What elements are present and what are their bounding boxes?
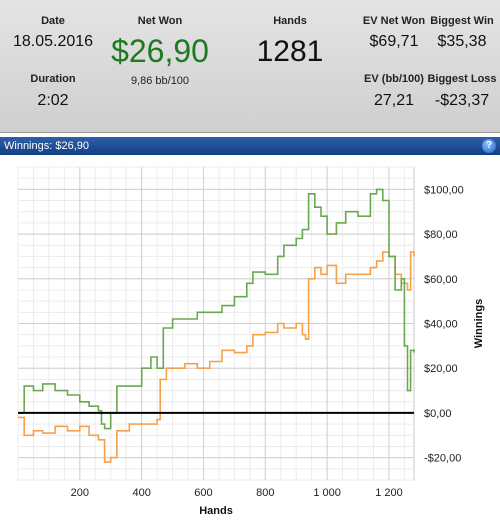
winnings-chart: -$20,00 $0,00 $20,00 $40,00 $60,00 $80,00 $100… bbox=[17, 166, 485, 517]
net-won-rate: 9,86 bb/100 bbox=[130, 75, 190, 87]
x-tick-label: 1 200 bbox=[375, 487, 403, 499]
net-won-value: $26,90 bbox=[111, 33, 209, 69]
date-label: Date bbox=[41, 15, 65, 27]
hands-label: Hands bbox=[273, 15, 307, 27]
winnings-chart-area: -$20,00 $0,00 $20,00 $40,00 $60,00 $80,00 $100… bbox=[0, 155, 500, 520]
x-tick-label: 600 bbox=[194, 487, 212, 499]
net-won-label: Net Won bbox=[137, 15, 183, 27]
y-tick-label: -$20,00 bbox=[424, 453, 461, 465]
y-tick-label: $100,00 bbox=[424, 184, 464, 196]
ev-net-won-label: EV Net Won bbox=[362, 15, 426, 27]
ev-net-won-value: $69,71 bbox=[369, 33, 419, 50]
session-stats-panel: Date 18.05.2016 Duration 2:02 Net Won $2… bbox=[0, 0, 500, 133]
x-tick-label: 1 000 bbox=[313, 487, 341, 499]
y-tick-label: $20,00 bbox=[424, 363, 458, 375]
biggest-loss-label: Biggest Loss bbox=[427, 73, 497, 85]
biggest-win-value: $35,38 bbox=[437, 33, 487, 50]
biggest-loss-value: -$23,37 bbox=[434, 92, 490, 109]
y-tick-label: $60,00 bbox=[424, 274, 458, 286]
y-axis-title: Winnings bbox=[473, 299, 485, 348]
x-tick-label: 200 bbox=[71, 487, 89, 499]
duration-label: Duration bbox=[30, 73, 76, 85]
series-line-1 bbox=[18, 188, 415, 430]
hands-value: 1281 bbox=[256, 35, 324, 68]
ev-bb-value: 27,21 bbox=[373, 92, 415, 109]
biggest-win-label: Biggest Win bbox=[430, 15, 494, 27]
y-tick-label: $80,00 bbox=[424, 229, 458, 241]
y-tick-label: $0,00 bbox=[424, 408, 452, 420]
date-value: 18.05.2016 bbox=[12, 33, 94, 50]
series-line-0 bbox=[18, 251, 415, 463]
x-tick-label: 400 bbox=[132, 487, 150, 499]
winnings-panel-header: Winnings: $26,90 ? bbox=[0, 137, 500, 155]
x-axis-title: Hands bbox=[199, 505, 233, 517]
duration-value: 2:02 bbox=[37, 92, 69, 109]
help-icon[interactable]: ? bbox=[482, 139, 496, 153]
y-tick-label: $40,00 bbox=[424, 319, 458, 331]
x-tick-label: 800 bbox=[256, 487, 274, 499]
ev-bb-label: EV (bb/100) bbox=[364, 73, 424, 85]
panel-title: Winnings: $26,90 bbox=[4, 140, 89, 152]
